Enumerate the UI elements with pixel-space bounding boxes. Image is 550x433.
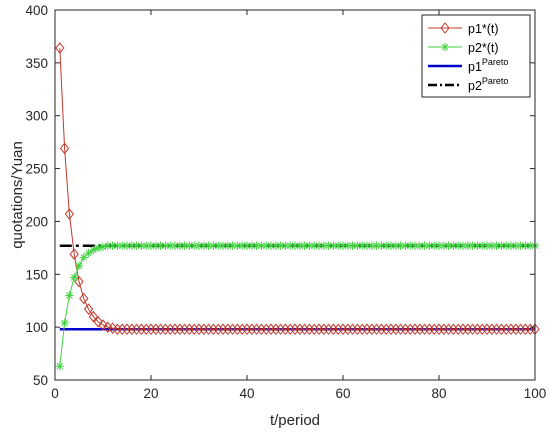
data-point (64, 208, 75, 220)
legend-item-p1pareto: p1Pareto (428, 57, 508, 74)
data-point (60, 318, 69, 328)
series-p1-t (55, 42, 540, 336)
data-point (214, 241, 223, 250)
data-point (362, 241, 372, 250)
data-point (276, 241, 285, 250)
x-tick-label: 60 (335, 386, 350, 401)
data-point (497, 241, 506, 250)
y-tick-label: 200 (25, 214, 48, 229)
data-point (74, 261, 84, 271)
data-point (170, 241, 180, 250)
data-point (132, 241, 141, 250)
series-line-p1-t (59, 48, 535, 330)
data-point (434, 241, 444, 250)
legend-label: p2*(t) (468, 41, 499, 55)
data-point (180, 241, 189, 250)
data-point (55, 42, 65, 54)
x-axis-ticks: 0 20 40 60 80 100 (51, 10, 546, 401)
y-tick-label: 350 (25, 56, 48, 71)
data-point (252, 241, 261, 250)
data-point (458, 241, 468, 250)
data-point (314, 241, 324, 250)
data-point (83, 303, 94, 315)
data-point (108, 241, 117, 250)
x-tick-label: 20 (143, 386, 158, 401)
data-point (266, 241, 276, 250)
data-point (137, 241, 146, 250)
data-point (65, 291, 74, 300)
data-point (69, 248, 79, 261)
legend-item-p2-t: p2*(t) (428, 41, 499, 55)
legend-item-p2pareto: p2Pareto (428, 76, 508, 93)
data-point (454, 241, 463, 250)
x-tick-label: 40 (239, 386, 254, 401)
data-point (84, 248, 93, 258)
legend-marker (440, 22, 450, 34)
y-tick-label: 250 (25, 162, 48, 177)
data-point (242, 241, 252, 250)
y-tick-label: 300 (25, 109, 48, 124)
x-tick-label: 100 (524, 386, 547, 401)
data-point (204, 241, 213, 250)
axes-frame (54, 9, 536, 381)
data-point (310, 241, 319, 250)
data-point (55, 362, 64, 371)
legend-item-p1-t: p1*(t) (428, 22, 499, 36)
data-point (511, 241, 520, 250)
data-point (401, 241, 410, 250)
legend-label: p1*(t) (468, 22, 499, 36)
data-point (70, 273, 79, 282)
legend-label: p1Pareto (468, 57, 508, 74)
data-point (93, 316, 103, 328)
y-tick-label: 100 (25, 320, 48, 335)
data-point (218, 241, 228, 250)
data-point (502, 241, 511, 250)
data-point (79, 292, 89, 305)
legend-label: p2Pareto (468, 76, 508, 93)
data-point (59, 142, 70, 155)
data-point (406, 241, 415, 250)
data-point (444, 241, 453, 250)
y-axis-ticks: 50 100 150 200 250 300 350 400 (25, 3, 535, 388)
data-point (348, 241, 357, 250)
x-axis-label: t/period (270, 412, 320, 429)
y-tick-label: 50 (33, 373, 48, 388)
x-tick-label: 0 (51, 386, 59, 401)
data-point (487, 241, 496, 250)
legend-marker (440, 42, 450, 52)
series-p2-t (55, 241, 540, 371)
legend: p1*(t) p2*(t) p1Pareto p2Pareto (421, 14, 531, 98)
y-tick-label: 400 (25, 3, 48, 18)
data-point (247, 241, 256, 250)
data-point (98, 319, 108, 331)
y-axis-label: quotations/Yuan (9, 141, 26, 249)
x-tick-label: 80 (431, 386, 446, 401)
legend-box (421, 14, 531, 98)
series-layer (55, 42, 540, 371)
y-tick-label: 150 (25, 267, 48, 282)
data-point (88, 310, 99, 323)
